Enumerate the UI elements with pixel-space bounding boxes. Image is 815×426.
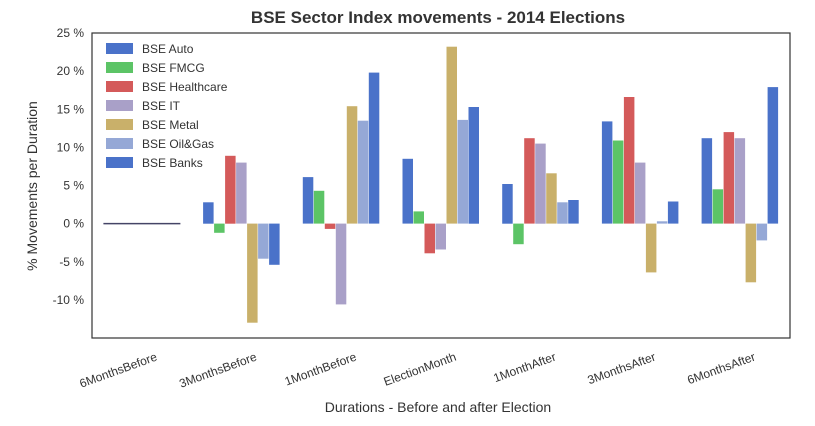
bar bbox=[225, 155, 236, 224]
legend-swatch bbox=[106, 43, 133, 54]
legend-label: BSE FMCG bbox=[142, 61, 205, 75]
legend-swatch bbox=[106, 119, 133, 130]
bar bbox=[247, 223, 258, 323]
bar bbox=[513, 223, 524, 245]
bar bbox=[667, 201, 679, 224]
legend-swatch bbox=[106, 157, 133, 168]
y-tick-label: 10 % bbox=[57, 140, 85, 154]
bar bbox=[745, 223, 757, 283]
x-tick-label: ElectionMonth bbox=[382, 350, 458, 389]
bar bbox=[634, 162, 646, 224]
bar bbox=[335, 223, 347, 305]
bar bbox=[557, 202, 568, 224]
y-tick-label: 20 % bbox=[57, 64, 85, 78]
x-axis-ticks: 6MonthsBefore 3MonthsBefore 1MonthBefore El… bbox=[78, 350, 758, 391]
bar bbox=[568, 200, 579, 224]
bar bbox=[734, 138, 746, 224]
bar bbox=[214, 223, 225, 233]
legend-label: BSE Healthcare bbox=[142, 80, 228, 94]
y-tick-label: 15 % bbox=[57, 102, 85, 116]
bar bbox=[535, 143, 546, 224]
y-axis-label: % Movements per Duration bbox=[24, 101, 40, 271]
bar bbox=[435, 223, 446, 250]
legend: BSE Auto BSE FMCG BSE Healthcare BSE IT BSE … bbox=[106, 42, 228, 170]
x-tick-label: 3MonthsBefore bbox=[177, 350, 259, 391]
legend-label: BSE Oil&Gas bbox=[142, 137, 214, 151]
bar bbox=[203, 202, 214, 224]
bar bbox=[546, 173, 557, 224]
plot-frame bbox=[91, 32, 791, 339]
bar bbox=[767, 87, 779, 224]
bar bbox=[756, 223, 768, 241]
bar bbox=[612, 140, 624, 224]
bar bbox=[446, 46, 457, 224]
x-tick-label: 1MonthBefore bbox=[283, 350, 359, 389]
bar bbox=[313, 190, 325, 224]
bar bbox=[524, 138, 535, 224]
bar bbox=[712, 189, 724, 224]
y-tick-label: 5 % bbox=[63, 179, 84, 193]
legend-label: BSE Auto bbox=[142, 42, 194, 56]
bar bbox=[424, 223, 435, 254]
bar bbox=[413, 211, 424, 224]
legend-swatch bbox=[106, 138, 133, 149]
bar bbox=[269, 223, 280, 265]
bar bbox=[324, 223, 336, 229]
bar bbox=[502, 184, 513, 224]
bar bbox=[258, 223, 269, 259]
bar bbox=[723, 132, 735, 224]
bar bbox=[656, 221, 668, 224]
bar bbox=[457, 119, 468, 224]
x-axis-label: Durations - Before and after Election bbox=[325, 399, 551, 415]
bar bbox=[402, 158, 413, 224]
legend-swatch bbox=[106, 81, 133, 92]
legend-swatch bbox=[106, 100, 133, 111]
y-tick-label: -10 % bbox=[53, 293, 85, 307]
bar bbox=[601, 121, 613, 224]
y-tick-label: 0 % bbox=[63, 217, 84, 231]
bar bbox=[368, 72, 380, 224]
bar bbox=[236, 162, 247, 224]
bar bbox=[357, 120, 369, 224]
y-tick-label: -5 % bbox=[59, 255, 84, 269]
bar bbox=[302, 177, 314, 224]
legend-swatch bbox=[106, 62, 133, 73]
bar bbox=[645, 223, 657, 273]
bar bbox=[623, 97, 635, 224]
chart-title: BSE Sector Index movements - 2014 Electi… bbox=[251, 8, 625, 27]
x-tick-label: 6MonthsAfter bbox=[685, 350, 757, 388]
bars-layer bbox=[103, 46, 779, 323]
y-axis-ticks: 25 % 20 % 15 % 10 % 5 % 0 % -5 % -10 % bbox=[53, 26, 85, 307]
x-tick-label: 3MonthsAfter bbox=[586, 350, 658, 388]
legend-label: BSE IT bbox=[142, 99, 181, 113]
bar bbox=[468, 107, 479, 224]
bar bbox=[346, 106, 358, 224]
y-tick-label: 25 % bbox=[57, 26, 85, 40]
bar bbox=[701, 138, 713, 224]
legend-label: BSE Metal bbox=[142, 118, 199, 132]
x-tick-label: 1MonthAfter bbox=[492, 350, 558, 386]
legend-label: BSE Banks bbox=[142, 156, 203, 170]
x-tick-label: 6MonthsBefore bbox=[78, 350, 160, 391]
